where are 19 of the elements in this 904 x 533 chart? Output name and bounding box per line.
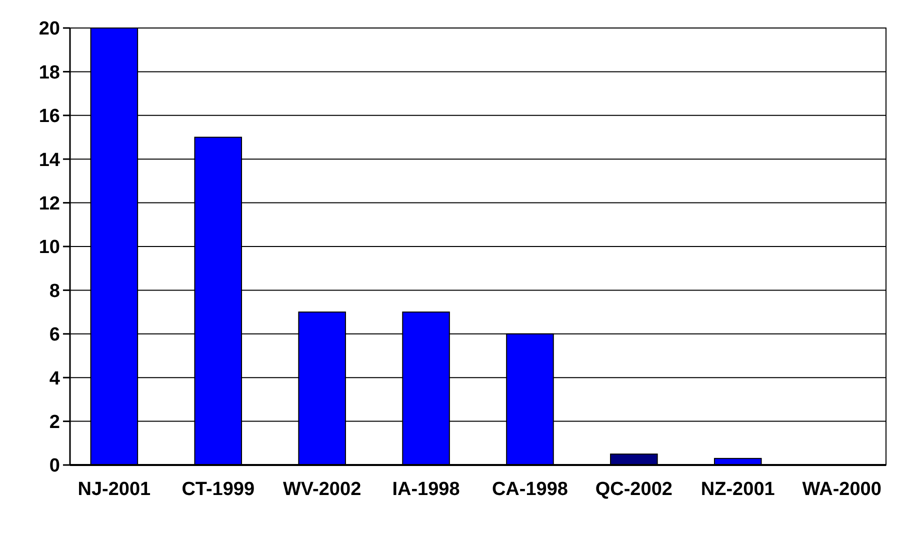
x-tick-label: WA-2000 [802, 479, 882, 500]
x-tick-label: CA-1998 [492, 479, 568, 500]
y-tick-label: 8 [49, 280, 60, 302]
y-tick-label: 4 [49, 368, 60, 390]
y-tick-label: 14 [38, 150, 60, 171]
x-tick-label: WV-2002 [283, 479, 362, 500]
x-tick-label: NZ-2001 [700, 479, 776, 500]
y-tick-label: 6 [49, 324, 60, 346]
x-tick-label: NJ-2001 [78, 479, 152, 500]
y-tick-label: 20 [38, 18, 60, 40]
x-tick-label: IA-1998 [392, 479, 460, 500]
y-tick-label: 10 [38, 237, 60, 258]
y-tick-label: 16 [38, 106, 60, 128]
y-tick-label: 0 [49, 456, 60, 477]
y-tick-label: 18 [38, 62, 60, 84]
x-tick-label: CT-1999 [182, 479, 255, 500]
y-tick-label: 2 [49, 412, 60, 433]
y-tick-label: 12 [38, 193, 60, 214]
x-tick-label: QC-2002 [595, 479, 672, 500]
